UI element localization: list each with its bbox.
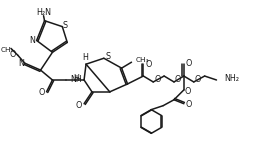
- Text: O: O: [76, 101, 82, 110]
- Text: O: O: [186, 100, 192, 109]
- Text: N: N: [30, 36, 36, 45]
- Text: O: O: [38, 88, 45, 97]
- Text: H: H: [73, 73, 79, 82]
- Text: O: O: [145, 60, 151, 69]
- Text: CH₃: CH₃: [0, 47, 14, 53]
- Text: H: H: [82, 53, 88, 62]
- Text: NH₂: NH₂: [224, 75, 239, 83]
- Text: NH: NH: [70, 76, 82, 85]
- Text: H₂N: H₂N: [36, 8, 51, 17]
- Text: O: O: [10, 50, 16, 59]
- Text: N: N: [18, 59, 24, 68]
- Text: CH₃: CH₃: [135, 57, 149, 63]
- Text: S: S: [105, 52, 110, 61]
- Text: O: O: [195, 76, 201, 85]
- Text: S: S: [63, 21, 68, 30]
- Text: O: O: [185, 87, 191, 96]
- Text: O: O: [175, 76, 181, 85]
- Text: O: O: [186, 59, 192, 68]
- Text: O: O: [154, 76, 160, 85]
